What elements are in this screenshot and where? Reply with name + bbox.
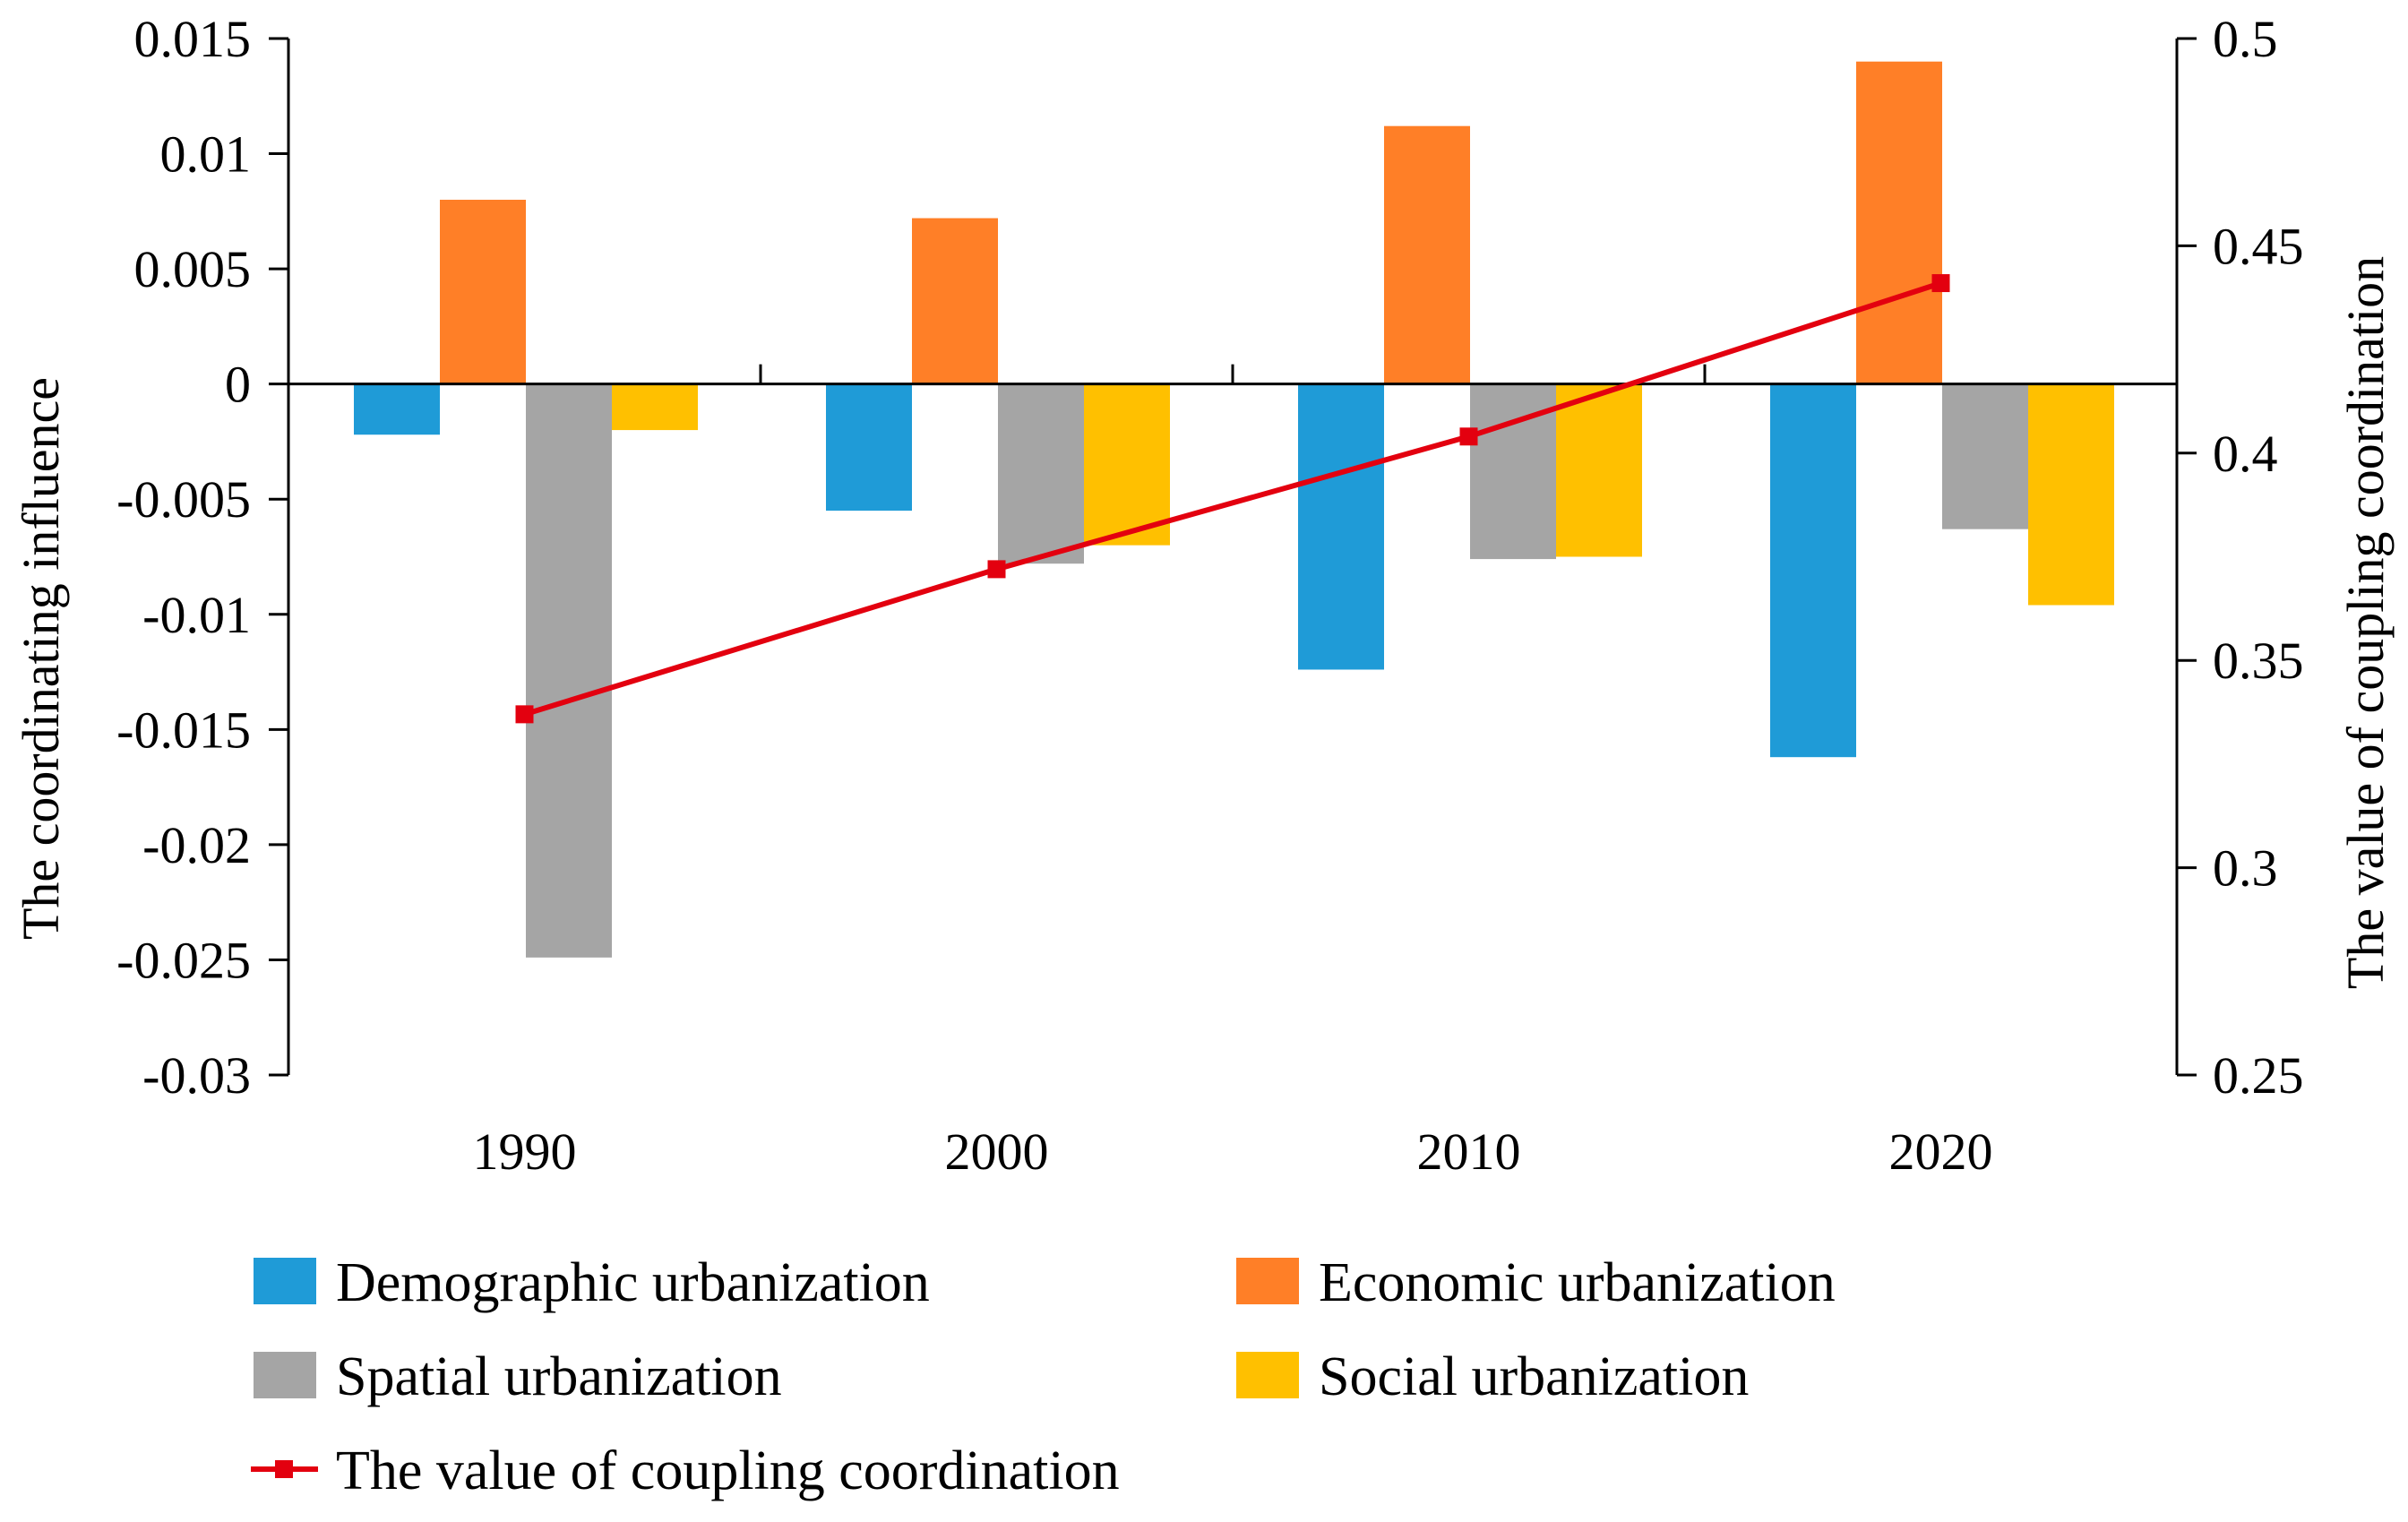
bar-spatial-urbanization-2020	[1942, 383, 2028, 529]
y2-tick-label: 0.45	[2213, 217, 2304, 275]
y2-tick-label: 0.5	[2213, 10, 2278, 68]
x-tick-label: 1990	[473, 1122, 577, 1181]
bar-spatial-urbanization-1990	[526, 383, 612, 958]
bar-social-urbanization-2000	[1084, 383, 1170, 546]
bar-social-urbanization-2020	[2028, 383, 2114, 606]
bar-social-urbanization-1990	[612, 383, 698, 431]
bar-economic-urbanization-2010	[1384, 125, 1470, 384]
y2-tick-label: 0.25	[2213, 1046, 2304, 1105]
legend-label: Social urbanization	[1319, 1346, 1749, 1407]
y-tick-label: -0.03	[142, 1046, 251, 1105]
bar-economic-urbanization-2020	[1856, 61, 1942, 384]
y-tick-label: 0.005	[134, 240, 252, 298]
legend-swatch-economic-urbanization	[1236, 1258, 1299, 1304]
coupling-point-1990	[515, 705, 534, 724]
legend-line-marker	[275, 1460, 293, 1478]
bar-demographic-urbanization-2010	[1298, 383, 1384, 670]
x-tick-label: 2010	[1417, 1122, 1521, 1181]
bar-economic-urbanization-2000	[912, 218, 998, 384]
legend-label: Spatial urbanization	[336, 1346, 782, 1407]
x-tick-label: 2020	[1889, 1122, 1993, 1181]
y-tick-label: 0.015	[134, 10, 252, 68]
legend-label: The value of coupling coordination	[336, 1440, 1120, 1501]
legend: Demographic urbanization Economic urbaniz…	[251, 1252, 1836, 1501]
y-tick-label: -0.02	[142, 816, 251, 874]
bar-demographic-urbanization-2000	[826, 383, 912, 512]
y-tick-label: 0.01	[160, 125, 252, 184]
y2-tick-label: 0.4	[2213, 425, 2278, 483]
legend-label: Economic urbanization	[1319, 1252, 1836, 1313]
y2-tick-label: 0.35	[2213, 632, 2304, 690]
y-axis-title: The coordinating influence	[12, 377, 70, 940]
bar-economic-urbanization-1990	[440, 199, 526, 384]
x-tick-label: 2000	[945, 1122, 1049, 1181]
bar-demographic-urbanization-2020	[1770, 383, 1856, 758]
bar-spatial-urbanization-2000	[998, 383, 1084, 564]
legend-swatch-spatial-urbanization	[254, 1352, 316, 1398]
y2-axis-title: The value of coupling coordination	[2336, 256, 2395, 989]
y2-tick-label: 0.3	[2213, 839, 2278, 898]
coupling-coordination-line	[523, 280, 1942, 718]
coupling-point-2020	[1931, 274, 1950, 293]
y-tick-label: -0.005	[116, 470, 251, 529]
plot-area: 0.015 0.01 0.005 0 -0.005 -0.01 -0.015 -0.02 -0.…	[116, 10, 2303, 1181]
legend-swatch-demographic-urbanization	[254, 1258, 316, 1304]
y-tick-label: -0.01	[142, 586, 251, 644]
bar-social-urbanization-2010	[1556, 383, 1642, 557]
bar-demographic-urbanization-1990	[354, 383, 440, 435]
coupling-point-2010	[1459, 427, 1478, 446]
legend-swatch-social-urbanization	[1236, 1352, 1299, 1398]
y-tick-label: 0	[225, 356, 251, 414]
coupling-point-2000	[987, 560, 1006, 579]
y-tick-label: -0.015	[116, 701, 251, 759]
y-tick-label: -0.025	[116, 931, 251, 989]
legend-label: Demographic urbanization	[336, 1252, 930, 1313]
